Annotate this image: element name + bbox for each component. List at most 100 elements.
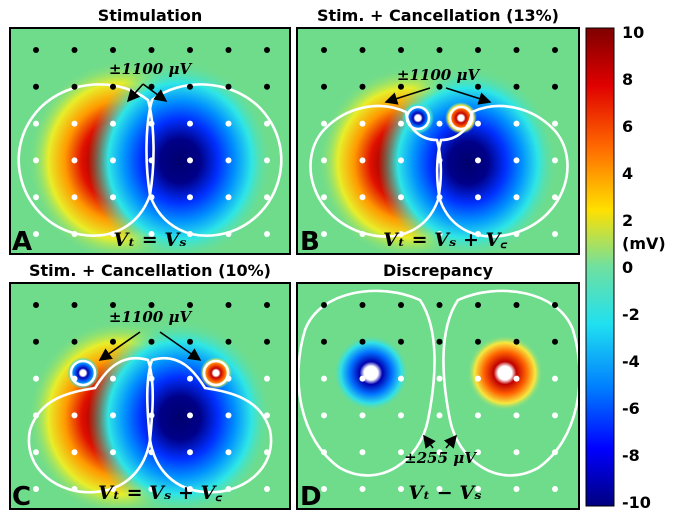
electrode bbox=[148, 231, 155, 237]
electrode bbox=[110, 486, 116, 492]
electrode bbox=[513, 486, 520, 492]
electrode bbox=[513, 449, 520, 456]
panel-d-title: Discrepancy bbox=[383, 261, 494, 280]
electrode bbox=[436, 194, 443, 201]
electrode bbox=[321, 83, 327, 90]
electrode bbox=[33, 194, 39, 201]
electrode bbox=[513, 157, 520, 164]
electrode bbox=[398, 120, 404, 127]
electrode bbox=[33, 83, 39, 90]
electrode bbox=[398, 449, 404, 456]
electrode bbox=[187, 120, 193, 127]
electrode bbox=[475, 83, 481, 90]
colorbar-tick-label: 10 bbox=[622, 23, 644, 42]
colorbar-tick-label: 6 bbox=[622, 117, 633, 136]
electrode bbox=[436, 375, 443, 382]
electrode bbox=[264, 120, 270, 127]
electrode bbox=[71, 47, 78, 53]
electrode bbox=[475, 231, 481, 237]
panel-b-letter: B bbox=[300, 227, 320, 257]
electrode bbox=[475, 486, 481, 492]
electrode bbox=[475, 449, 481, 456]
electrode bbox=[187, 449, 193, 456]
colorbar-gradient bbox=[585, 27, 615, 507]
panel-d-electrodes bbox=[321, 302, 558, 492]
electrode bbox=[552, 412, 558, 419]
panel-b-title: Stim. + Cancellation (13%) bbox=[317, 6, 559, 25]
panel-d-contour-left bbox=[297, 289, 436, 477]
panel-b: Stim. + Cancellation (13%) ±1100 μV B Vₜ… bbox=[296, 6, 580, 257]
electrode bbox=[33, 157, 39, 164]
electrode bbox=[552, 375, 558, 382]
electrode bbox=[513, 47, 520, 53]
electrode bbox=[359, 412, 366, 419]
electrode bbox=[110, 375, 116, 382]
electrode bbox=[33, 486, 39, 492]
electrode bbox=[552, 47, 558, 53]
colorbar-tick-label: -2 bbox=[622, 305, 640, 324]
electrode bbox=[359, 302, 366, 308]
electrode bbox=[513, 302, 520, 308]
electrode bbox=[33, 120, 39, 127]
electrode bbox=[110, 412, 116, 419]
panel-b-contour-pad-left bbox=[405, 105, 431, 131]
electrode bbox=[513, 412, 520, 419]
electrode bbox=[148, 157, 155, 164]
panel-c-contour-left bbox=[27, 357, 155, 494]
electrode bbox=[71, 338, 78, 345]
electrode bbox=[359, 47, 366, 53]
electrode bbox=[148, 449, 155, 456]
electrode bbox=[264, 302, 270, 308]
colorbar-tick-label: -10 bbox=[622, 493, 651, 512]
electrode bbox=[187, 194, 193, 201]
panel-b-frame bbox=[296, 27, 580, 255]
electrode bbox=[436, 486, 443, 492]
electrode bbox=[359, 194, 366, 201]
colorbar-tick-label: 8 bbox=[622, 70, 633, 89]
electrode bbox=[264, 338, 270, 345]
electrode bbox=[436, 120, 443, 127]
panel-b-arrow-right bbox=[445, 87, 492, 105]
panel-b-arrow-left bbox=[384, 87, 431, 105]
colorbar-tick-label: -4 bbox=[622, 352, 640, 371]
panel-d-background bbox=[297, 283, 579, 509]
electrode bbox=[321, 120, 327, 127]
electrode bbox=[187, 83, 193, 90]
electrode bbox=[225, 47, 232, 53]
electrode bbox=[71, 157, 78, 164]
electrode bbox=[225, 338, 232, 345]
panel-d-negative-spot bbox=[333, 335, 409, 411]
colorbar-tick-label: -8 bbox=[622, 446, 640, 465]
electrode bbox=[71, 194, 78, 201]
electrode bbox=[398, 83, 404, 90]
electrode bbox=[110, 157, 116, 164]
panel-d: Discrepancy ±255 μV D Vₜ − Vₛ bbox=[296, 261, 580, 512]
electrode bbox=[187, 338, 193, 345]
electrode bbox=[552, 83, 558, 90]
electrode bbox=[398, 486, 404, 492]
panel-c: Stim. + Cancellation (10%) ±1100 μV C Vₜ… bbox=[9, 261, 291, 512]
electrode bbox=[475, 47, 481, 53]
electrode bbox=[359, 486, 366, 492]
panel-c-frame bbox=[9, 282, 291, 510]
electrode bbox=[148, 486, 155, 492]
electrode bbox=[33, 449, 39, 456]
electrode bbox=[552, 231, 558, 237]
electrode bbox=[71, 120, 78, 127]
electrode bbox=[475, 338, 481, 345]
electrode bbox=[359, 449, 366, 456]
panel-a-title: Stimulation bbox=[98, 6, 203, 25]
panel-a-annotation: ±1100 μV bbox=[109, 60, 193, 78]
electrode bbox=[33, 412, 39, 419]
electrode bbox=[552, 338, 558, 345]
panel-c-arrow-left bbox=[98, 331, 141, 361]
electrode bbox=[475, 157, 481, 164]
colorbar-tick-label: 0 bbox=[622, 258, 633, 277]
electrode bbox=[398, 231, 404, 237]
electrode bbox=[225, 83, 232, 90]
panel-c-contour-pad-left bbox=[69, 359, 97, 387]
electrode bbox=[187, 157, 193, 164]
electrode bbox=[552, 486, 558, 492]
electrode bbox=[264, 83, 270, 90]
electrode bbox=[71, 83, 78, 90]
